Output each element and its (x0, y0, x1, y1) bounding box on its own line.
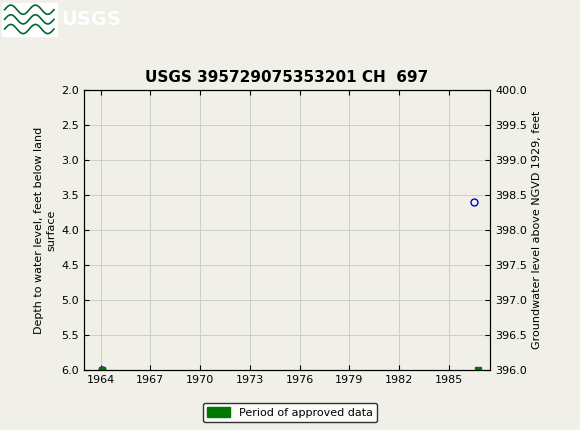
Y-axis label: Groundwater level above NGVD 1929, feet: Groundwater level above NGVD 1929, feet (532, 111, 542, 349)
Legend: Period of approved data: Period of approved data (203, 403, 377, 422)
Text: USGS: USGS (61, 10, 121, 29)
Y-axis label: Depth to water level, feet below land
surface: Depth to water level, feet below land su… (34, 126, 56, 334)
Title: USGS 395729075353201 CH  697: USGS 395729075353201 CH 697 (146, 70, 429, 85)
FancyBboxPatch shape (2, 3, 57, 36)
